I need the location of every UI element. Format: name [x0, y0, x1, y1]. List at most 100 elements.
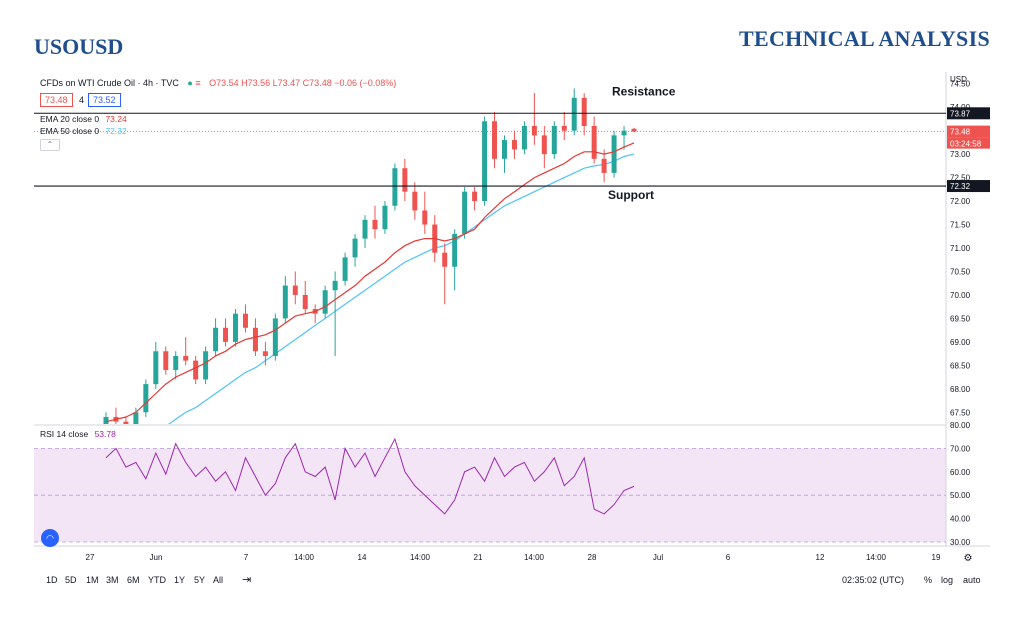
price-tick-label: 71.00 — [950, 244, 971, 253]
candle — [123, 416, 129, 424]
candle — [163, 346, 169, 375]
candle — [302, 280, 308, 314]
symbol-label[interactable]: CFDs on WTI Crude Oil · 4h · TVC — [40, 78, 179, 88]
candle-body — [282, 285, 288, 319]
range-all[interactable]: All — [213, 575, 224, 585]
candle — [173, 351, 179, 380]
candle-body — [272, 318, 278, 356]
candle — [113, 407, 119, 424]
candle-body — [193, 360, 199, 380]
candle — [402, 158, 408, 202]
spread-value: 4 — [79, 95, 85, 105]
currency-label: USD — [950, 75, 967, 84]
candle — [322, 285, 328, 319]
candle-body — [591, 125, 597, 159]
candle — [213, 318, 219, 356]
range-1y[interactable]: 1Y — [174, 575, 186, 585]
time-tick-label: Jul — [653, 553, 663, 562]
candle-body — [492, 121, 498, 159]
range-ytd[interactable]: YTD — [148, 575, 166, 585]
candle-body — [631, 128, 637, 132]
rsi-tick-label: 70.00 — [950, 444, 971, 453]
candle-body — [601, 158, 607, 173]
range-5d[interactable]: 5D — [65, 575, 77, 585]
candle — [511, 130, 517, 159]
time-tick-label: 14:00 — [866, 553, 887, 562]
collapse-legend-button[interactable]: ⌃ — [40, 139, 60, 151]
candle — [183, 337, 189, 366]
candle — [362, 215, 368, 248]
candle-body — [143, 384, 149, 413]
price-tick-label: 71.50 — [950, 221, 971, 230]
price-tick-label: 72.50 — [950, 174, 971, 183]
candle-body — [153, 351, 159, 385]
utc-time[interactable]: 02:35:02 (UTC) — [842, 575, 905, 585]
rsi-line — [105, 437, 635, 515]
candle-body — [163, 351, 169, 371]
range-6m[interactable]: 6M — [127, 575, 140, 585]
current-price-tag: 73.48 — [950, 128, 971, 137]
date-range-icon[interactable]: ⇥ — [242, 574, 252, 586]
time-tick-label: 14:00 — [410, 553, 431, 562]
price-tick-label: 70.50 — [950, 267, 971, 276]
legend-row: CFDs on WTI Crude Oil · 4h · TVC ● ≡ O73… — [40, 78, 396, 88]
percent-toggle[interactable]: % — [924, 575, 933, 585]
range-1m[interactable]: 1M — [86, 575, 99, 585]
log-toggle[interactable]: log — [941, 575, 954, 585]
candle — [272, 313, 278, 361]
time-tick-label: 21 — [474, 553, 483, 562]
candle — [312, 304, 318, 324]
candle-body — [302, 294, 308, 310]
candle — [143, 379, 149, 417]
range-1d[interactable]: 1D — [46, 575, 58, 585]
price-tick-label: 74.50 — [950, 80, 971, 89]
support-price-tag-bg — [947, 180, 990, 193]
settings-gear-icon[interactable]: ⚙ — [964, 553, 973, 564]
time-tick-label: 28 — [588, 553, 597, 562]
candle — [242, 304, 248, 333]
ema50-legend[interactable]: EMA 50 close 0 72.32 — [40, 126, 127, 136]
candle — [492, 111, 498, 169]
time-tick-label: 14:00 — [294, 553, 315, 562]
market-status-icon: ● — [187, 78, 193, 88]
candle — [462, 186, 468, 239]
candle — [372, 205, 378, 239]
candle-body — [213, 327, 219, 352]
candle-body — [581, 97, 587, 126]
candle-body — [292, 285, 298, 295]
candle-body — [482, 121, 488, 202]
candle — [223, 318, 229, 347]
candle-body — [521, 125, 527, 150]
rsi-tick-label: 30.00 — [950, 538, 971, 547]
candle — [133, 407, 139, 424]
candle — [382, 201, 388, 234]
rsi-label: RSI 14 close — [40, 429, 89, 439]
candle — [342, 252, 348, 286]
candle-body — [511, 140, 517, 150]
rsi-legend[interactable]: RSI 14 close 53.78 — [40, 429, 116, 439]
candle — [482, 116, 488, 206]
candle-body — [561, 125, 567, 131]
price-tick-label: 69.00 — [950, 338, 971, 347]
ema20-value: 73.24 — [105, 114, 127, 124]
bid-price[interactable]: 73.48 — [40, 93, 73, 107]
auto-toggle[interactable]: auto — [963, 575, 981, 585]
ema20-legend[interactable]: EMA 20 close 0 73.24 — [40, 114, 127, 124]
candle — [203, 346, 209, 385]
rsi-tick-label: 40.00 — [950, 515, 971, 524]
range-5y[interactable]: 5Y — [194, 575, 206, 585]
candle — [233, 309, 239, 347]
candle — [501, 135, 507, 173]
candle-body — [611, 135, 617, 173]
candle — [621, 125, 627, 150]
range-3m[interactable]: 3M — [106, 575, 119, 585]
time-tick-label: 12 — [816, 553, 825, 562]
candle — [392, 163, 398, 211]
candle — [611, 130, 617, 178]
ask-price[interactable]: 73.52 — [88, 93, 121, 107]
candle-body — [571, 97, 577, 131]
time-tick-label: 14 — [358, 553, 367, 562]
candle-body — [233, 313, 239, 342]
